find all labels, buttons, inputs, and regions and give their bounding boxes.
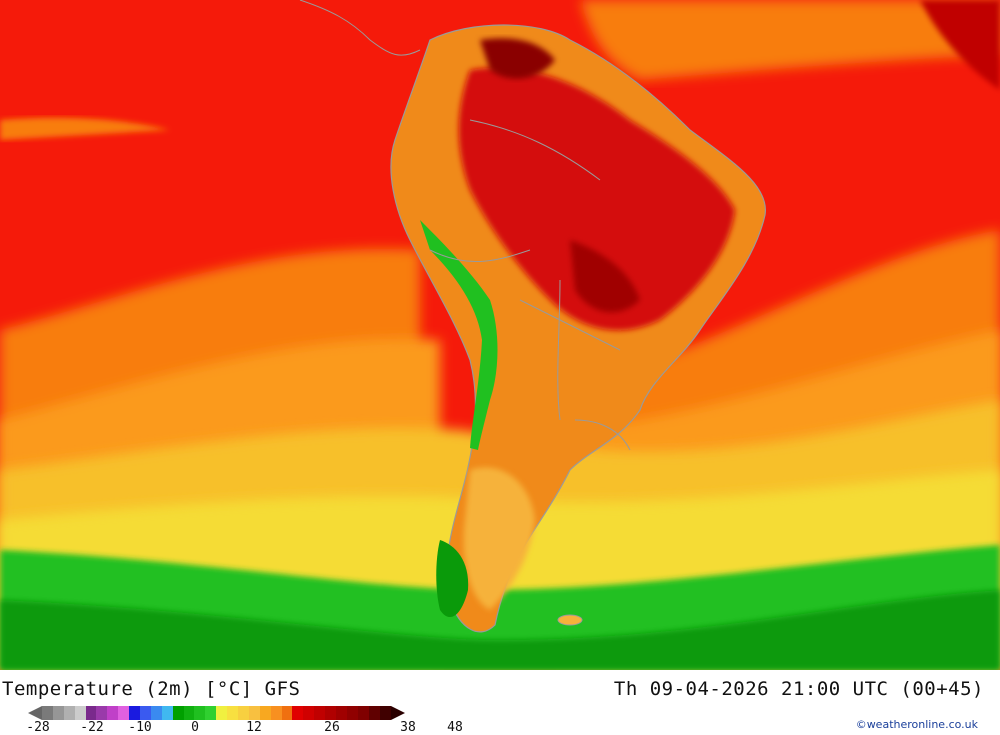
legend-swatch [303,706,315,720]
color-scale-legend [28,706,405,720]
legend-swatch [85,706,97,720]
legend-swatch [325,706,337,720]
legend-swatch [281,706,293,720]
legend-swatch [357,706,369,720]
legend-tick-label: -10 [128,720,152,735]
legend-swatch [336,706,347,720]
legend-tick-labels: -28 -22 -10 0 12 26 38 48 [0,720,480,735]
legend-swatch [107,706,119,720]
legend-tick-label: 12 [246,720,262,735]
legend-tick-label: -28 [26,720,50,735]
legend-swatch [150,706,162,720]
legend-swatch [292,706,304,720]
legend-swatch [118,706,130,720]
legend-tick-label: 0 [191,720,199,735]
legend-tick-label: -22 [80,720,104,735]
legend-swatch [63,706,75,720]
legend-swatch [379,706,391,720]
map-footer: Temperature (2m) [°C] GFS Th 09-04-2026 … [0,670,1000,735]
legend-swatches [42,706,391,720]
legend-swatch [140,706,151,720]
legend-arrow-left-icon [28,706,42,720]
legend-swatch [216,706,228,720]
valid-time-label: Th 09-04-2026 21:00 UTC (00+45) [613,678,984,700]
map-title: Temperature (2m) [°C] GFS [2,678,301,700]
legend-swatch [96,706,108,720]
legend-swatch [161,706,173,720]
legend-swatch [346,706,358,720]
temperature-map [0,0,1000,670]
legend-swatch [238,706,249,720]
legend-swatch [194,706,206,720]
legend-swatch [314,706,326,720]
legend-swatch [368,706,380,720]
central-america-coast [299,0,421,56]
credit-link[interactable]: ©weatheronline.co.uk [855,718,978,731]
legend-swatch [42,706,53,720]
legend-swatch [205,706,217,720]
legend-arrow-right-icon [390,706,405,720]
legend-tick-label: 26 [324,720,340,735]
legend-swatch [227,706,239,720]
legend-swatch [74,706,86,720]
legend-swatch [259,706,271,720]
south-america-landmass [390,24,766,633]
legend-swatch [270,706,282,720]
legend-swatch [183,706,195,720]
legend-swatch [248,706,260,720]
legend-swatch [129,706,141,720]
legend-tick-label: 38 [400,720,416,735]
falkland-islands [557,614,583,626]
legend-swatch [52,706,64,720]
legend-tick-label: 48 [447,720,463,735]
legend-swatch [172,706,184,720]
